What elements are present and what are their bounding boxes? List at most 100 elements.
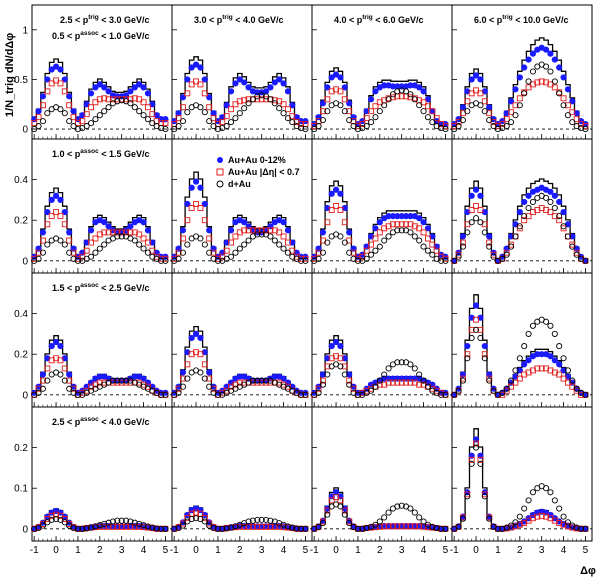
data-point	[206, 104, 213, 111]
x-tick-label: 4	[421, 545, 427, 556]
data-point	[96, 522, 103, 529]
data-point	[433, 524, 440, 532]
data-point	[241, 241, 248, 248]
data-point	[241, 97, 248, 104]
data-point	[499, 255, 506, 262]
data-point	[459, 243, 466, 250]
data-point	[372, 103, 379, 110]
data-point	[31, 255, 38, 262]
data-point	[241, 219, 248, 226]
data-point	[560, 102, 567, 109]
data-point	[66, 371, 73, 378]
data-point	[149, 524, 156, 531]
data-point	[175, 389, 182, 396]
data-point	[136, 81, 143, 88]
data-point	[560, 95, 567, 102]
x-tick-label: 1	[355, 545, 361, 556]
data-point	[48, 516, 55, 523]
data-point	[201, 90, 208, 97]
data-point	[525, 192, 532, 199]
data-point	[564, 112, 571, 119]
data-point	[556, 520, 563, 527]
systematic-histogram	[172, 171, 308, 257]
data-point	[284, 383, 291, 390]
data-point	[433, 387, 440, 394]
data-point	[363, 247, 370, 254]
data-point	[158, 525, 165, 532]
data-point	[193, 349, 200, 356]
data-point	[381, 237, 388, 244]
data-point	[289, 524, 296, 531]
data-point	[372, 88, 379, 95]
data-point	[560, 225, 567, 232]
data-point	[57, 342, 64, 350]
data-point	[473, 87, 480, 94]
data-point	[516, 74, 523, 81]
data-point	[433, 115, 440, 122]
data-point	[324, 84, 331, 91]
data-point	[263, 93, 270, 100]
data-point	[149, 239, 156, 246]
data-point	[162, 391, 169, 398]
data-point	[577, 118, 585, 125]
data-point	[39, 249, 46, 256]
data-point	[319, 117, 326, 124]
data-point	[280, 80, 287, 87]
data-point	[197, 104, 204, 111]
data-point	[35, 114, 42, 121]
data-point	[319, 249, 326, 256]
data-point	[385, 233, 392, 240]
data-point	[267, 227, 274, 234]
data-point	[486, 104, 493, 111]
data-point	[529, 367, 536, 374]
data-point	[407, 221, 414, 228]
data-point	[144, 523, 151, 530]
data-point	[31, 126, 38, 133]
y-tick-label: 0.2	[14, 216, 28, 227]
data-point	[101, 379, 108, 386]
data-point	[193, 515, 200, 522]
data-point	[525, 369, 532, 376]
data-point	[131, 237, 138, 244]
data-point	[53, 511, 60, 518]
data-point	[494, 126, 501, 133]
legend-label: Au+Au |Δη| < 0.7	[228, 167, 300, 177]
data-point	[201, 241, 208, 248]
y-axis-label: 1/N_trig dN/dΔφ	[4, 33, 16, 117]
series-2	[31, 369, 169, 398]
data-point	[74, 126, 81, 133]
data-point	[359, 118, 366, 125]
data-point	[477, 326, 484, 333]
data-point	[324, 511, 331, 518]
panel-r3-c0: -1 0 1 2 3 4 500.10.2	[14, 406, 173, 556]
data-point	[52, 63, 60, 70]
data-point	[35, 249, 42, 256]
data-point	[267, 233, 274, 240]
data-point	[394, 359, 401, 366]
data-point	[359, 525, 366, 532]
data-point	[367, 96, 375, 103]
data-point	[223, 123, 230, 130]
data-point	[551, 204, 558, 212]
data-point	[477, 192, 484, 199]
series-0	[311, 180, 449, 260]
data-point	[192, 178, 200, 185]
data-point	[516, 223, 523, 230]
data-point	[521, 198, 528, 206]
series-2	[31, 233, 169, 264]
data-point	[311, 123, 318, 130]
data-point	[276, 379, 283, 386]
panel-frame	[311, 4, 453, 140]
data-point	[494, 525, 501, 532]
data-point	[407, 505, 414, 512]
data-point	[411, 223, 418, 230]
data-point	[319, 108, 326, 115]
data-point	[341, 507, 348, 514]
data-point	[481, 208, 488, 216]
data-point	[267, 523, 274, 530]
data-point	[525, 213, 532, 220]
data-point	[560, 74, 567, 81]
data-point	[201, 109, 208, 116]
data-point	[551, 192, 558, 199]
